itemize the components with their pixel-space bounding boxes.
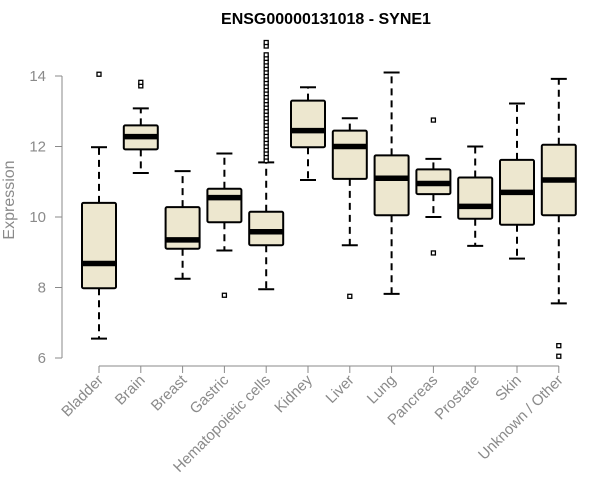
y-tick-label: 14 (29, 68, 46, 85)
x-category-label: Breast (148, 371, 191, 414)
chart-title: ENSG00000131018 - SYNE1 (221, 11, 431, 28)
x-category-label: Bladder (58, 372, 107, 421)
plot-area (81, 39, 577, 359)
outlier-point (263, 39, 269, 46)
box-group (248, 39, 285, 291)
outlier-point (347, 293, 353, 299)
box-group (415, 117, 452, 256)
box-group (457, 145, 494, 247)
y-tick-label: 10 (29, 209, 46, 226)
box-group (206, 152, 243, 298)
box-group (540, 77, 577, 359)
box-group (373, 71, 410, 295)
x-category-label: Liver (323, 372, 358, 407)
outlier-point (221, 292, 228, 298)
y-axis-label: Expression (1, 160, 18, 239)
outlier-point (430, 117, 437, 123)
y-tick-label: 8 (38, 280, 46, 297)
y-tick-label: 6 (38, 350, 46, 367)
x-category-label: Skin (492, 372, 525, 405)
iqr-box (290, 99, 326, 149)
iqr-box (81, 201, 117, 290)
x-category-label: Brain (112, 372, 149, 409)
box-group (164, 170, 201, 280)
iqr-box (457, 176, 494, 220)
box-group (331, 117, 368, 299)
outlier-point (138, 79, 144, 85)
outlier-point (556, 343, 562, 349)
box-group (290, 86, 326, 181)
y-tick-label: 12 (29, 139, 46, 156)
outlier-point (430, 250, 437, 256)
x-category-label: Prostate (431, 372, 483, 424)
iqr-box (248, 210, 285, 247)
box-group (122, 79, 159, 174)
outlier-point (556, 353, 562, 359)
iqr-box (331, 129, 368, 180)
outlier-point (96, 71, 102, 77)
x-category-label: Lung (364, 372, 400, 408)
y-axis: 6 8 10 12 14 (29, 68, 63, 367)
outlier-point (263, 52, 269, 58)
box-group (81, 71, 117, 340)
x-category-label: Kidney (271, 371, 316, 416)
iqr-box (206, 187, 243, 224)
box-group (499, 102, 535, 260)
iqr-box (373, 154, 410, 217)
